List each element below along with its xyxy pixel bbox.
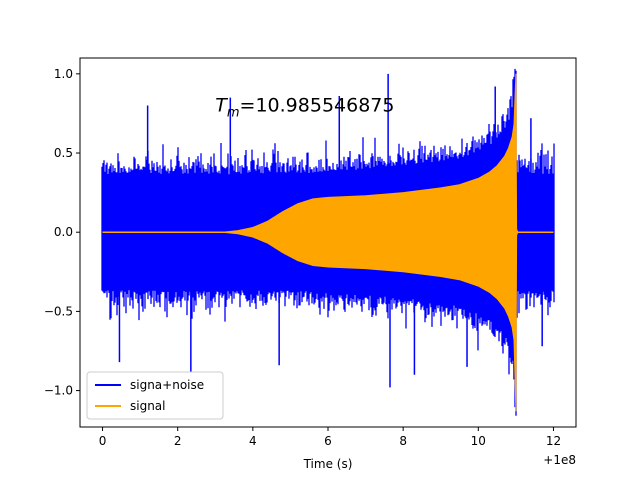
x-tick-label: 0 <box>99 434 107 448</box>
annotation-value: =10.985546875 <box>240 95 395 117</box>
y-axis-ticks: −1.0 −0.5 0.0 0.5 1.0 <box>44 67 80 398</box>
x-tick-label: 6 <box>324 434 332 448</box>
y-tick-label: 0.5 <box>54 146 73 160</box>
x-tick-label: 8 <box>399 434 407 448</box>
series-layer <box>101 68 555 416</box>
legend-label-signal: signal <box>130 399 166 413</box>
annotation-tm: Tm=10.985546875 <box>215 95 394 121</box>
y-tick-label: −1.0 <box>44 384 73 398</box>
legend-label-signal-noise: signa+noise <box>130 378 204 392</box>
legend-box <box>86 371 224 420</box>
annotation-symbol: T <box>215 95 228 117</box>
x-tick-label: 4 <box>249 434 257 448</box>
series-signal-envelope <box>102 73 554 412</box>
x-tick-label: 12 <box>546 434 561 448</box>
y-tick-label: 0.0 <box>54 225 73 239</box>
x-tick-label: 2 <box>174 434 182 448</box>
y-tick-label: 1.0 <box>54 67 73 81</box>
x-axis-ticks: 0 2 4 6 8 10 12 <box>99 427 561 448</box>
y-tick-label: −0.5 <box>44 304 73 318</box>
x-axis-offset-label: +1e8 <box>543 453 576 467</box>
legend: signa+noise signal <box>86 371 224 420</box>
x-tick-label: 10 <box>471 434 486 448</box>
annotation-subscript: m <box>227 106 240 121</box>
x-axis-label: Time (s) <box>303 457 353 471</box>
